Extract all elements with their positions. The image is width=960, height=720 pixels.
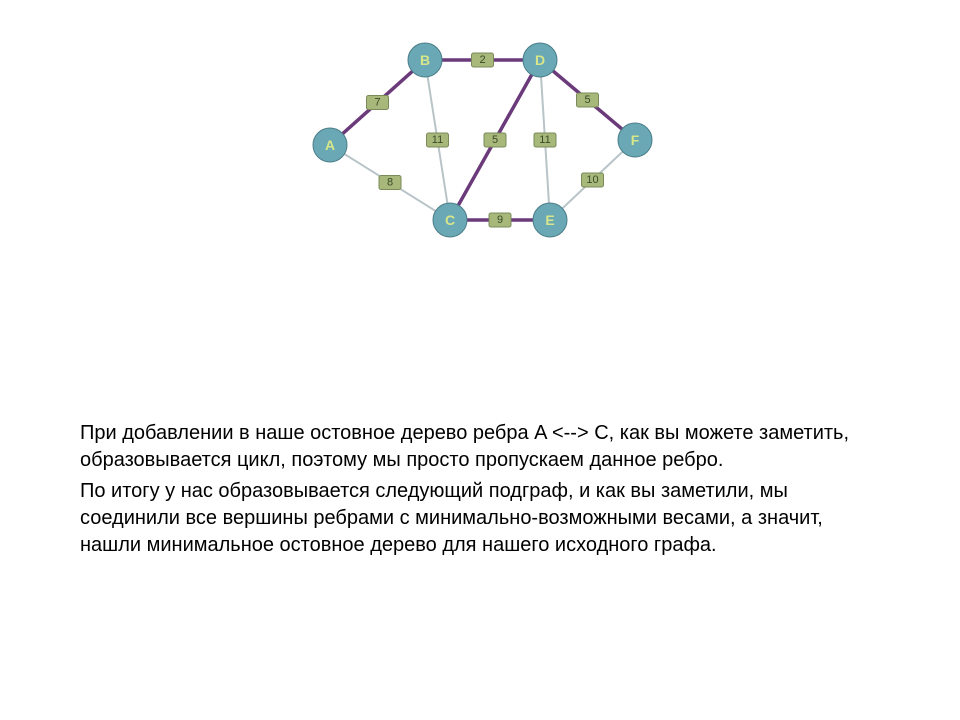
node-label-B: B: [420, 52, 430, 68]
edge-weight-D-F: 5: [584, 94, 590, 106]
edge-weight-D-E: 11: [539, 134, 550, 146]
edge-weight-C-D: 5: [492, 134, 498, 146]
node-label-A: A: [325, 137, 335, 153]
edge-weight-E-F: 10: [586, 174, 598, 186]
graph-diagram: 7 8 11 2 5 9 11 5 10 A B C D E F: [290, 35, 670, 245]
edge-weight-B-C: 11: [432, 134, 443, 146]
edge-weight-B-D: 2: [479, 54, 485, 66]
node-label-D: D: [535, 52, 545, 68]
edge-weight-A-C: 8: [387, 177, 393, 189]
edge-weight-A-B: 7: [374, 97, 380, 109]
edge-weight-C-E: 9: [497, 214, 503, 226]
node-label-E: E: [545, 212, 554, 228]
node-label-C: C: [445, 212, 455, 228]
graph-svg: 7 8 11 2 5 9 11 5 10 A B C D E F: [290, 35, 670, 245]
paragraph-1: При добавлении в наше остовное дерево ре…: [80, 420, 880, 474]
nodes-layer: A B C D E F: [313, 43, 652, 237]
node-label-F: F: [631, 132, 640, 148]
edges-layer: [330, 60, 635, 220]
paragraph-2: По итогу у нас образовывается следующий …: [80, 478, 880, 559]
explanation-text: При добавлении в наше остовное дерево ре…: [80, 420, 880, 563]
